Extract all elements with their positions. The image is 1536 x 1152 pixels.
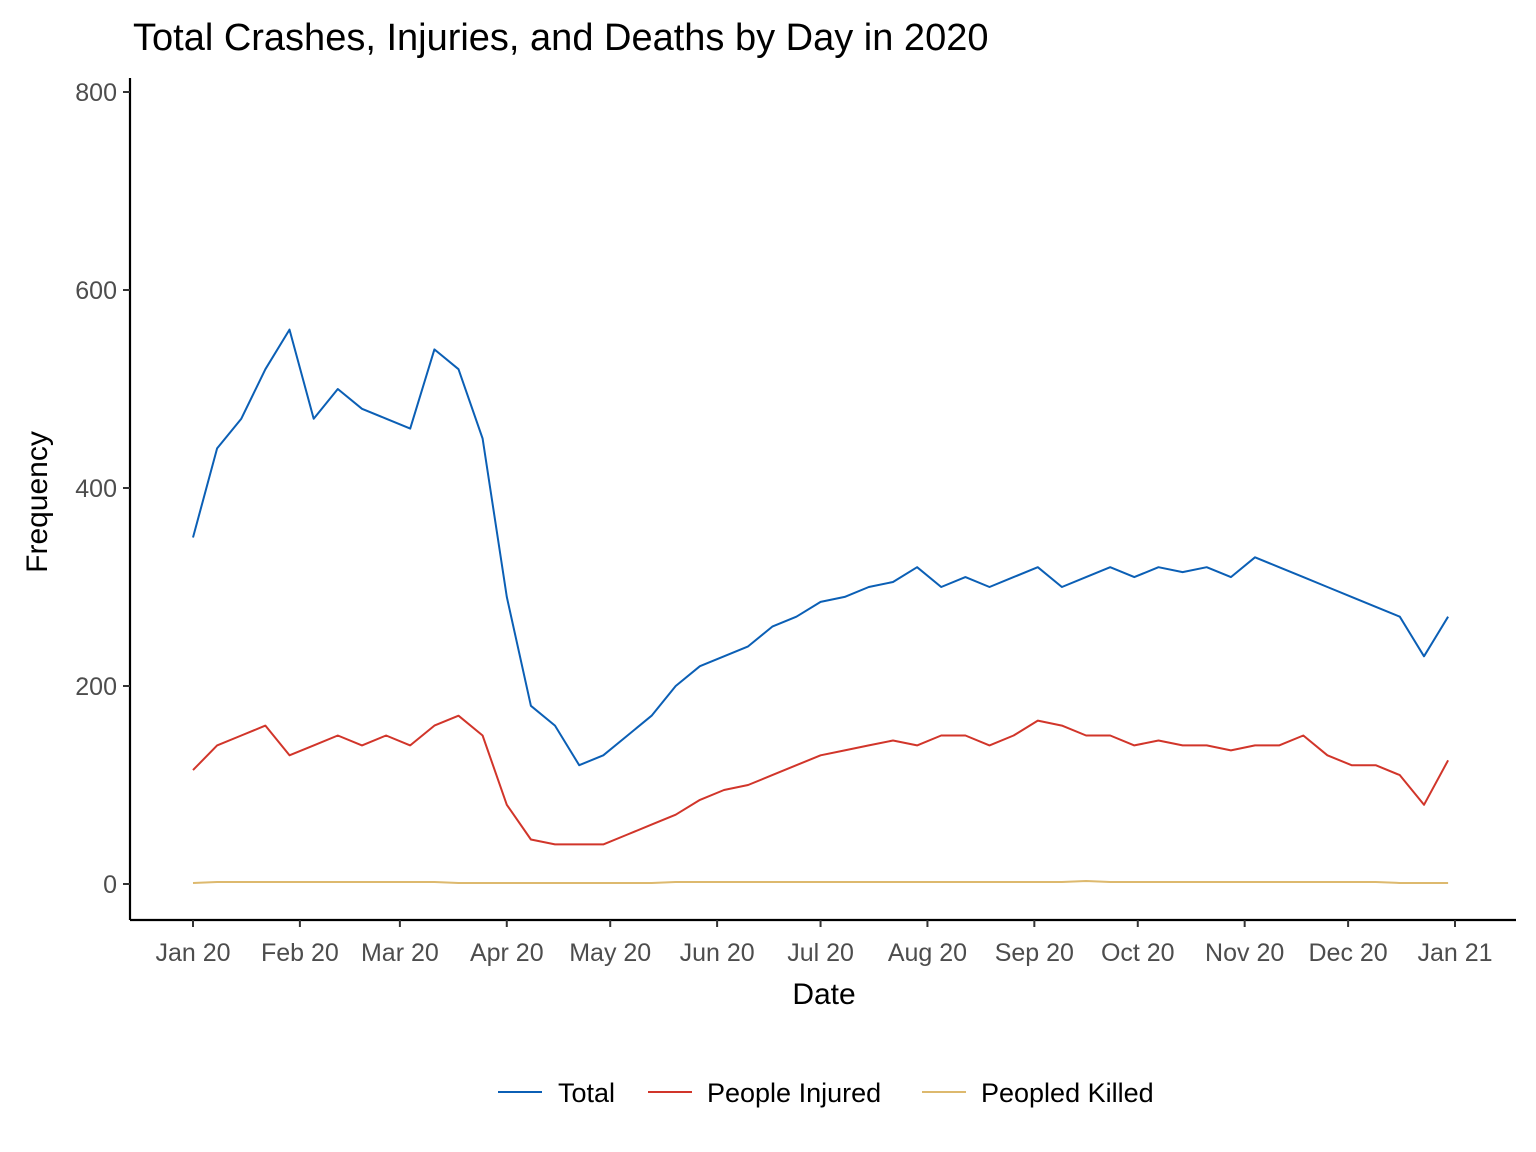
y-tick-label: 200 [75,673,117,701]
x-tick-label: Sep 20 [995,939,1074,967]
x-axis-title: Date [792,978,855,1011]
x-tick-label: Jan 20 [155,939,230,967]
series-line-peopled-killed [192,880,1449,884]
chart-title: Total Crashes, Injuries, and Deaths by D… [133,17,988,59]
x-tick-label: Oct 20 [1101,939,1175,967]
x-tick-label: Feb 20 [261,939,339,967]
x-tick-label: Apr 20 [470,939,544,967]
x-tick-label: Jun 20 [680,939,755,967]
y-tick-label: 800 [75,79,117,107]
y-tick-label: 0 [103,871,117,899]
x-tick-label: Aug 20 [888,939,967,967]
y-axis-title: Frequency [21,431,54,573]
legend-label-people-injured: People Injured [707,1078,881,1108]
legend: Total People Injured Peopled Killed [498,1078,1154,1108]
series-line-total [192,328,1449,767]
series-layer [192,328,1449,884]
y-tick-label: 400 [75,475,117,503]
y-tick-label: 600 [75,277,117,305]
x-tick-label: Nov 20 [1205,939,1284,967]
axes: 0 200 400 600 800 Jan 20 Feb 20 Mar 20 Apr 20 May… [75,78,1516,967]
x-tick-label: May 20 [569,939,651,967]
series-line-people-injured [192,714,1449,846]
x-tick-label: Mar 20 [361,939,439,967]
x-tick-label: Jan 21 [1417,939,1492,967]
x-tick-label: Dec 20 [1308,939,1387,967]
legend-label-total: Total [558,1078,615,1108]
legend-label-peopled-killed: Peopled Killed [981,1078,1154,1108]
x-tick-label: Jul 20 [787,939,854,967]
